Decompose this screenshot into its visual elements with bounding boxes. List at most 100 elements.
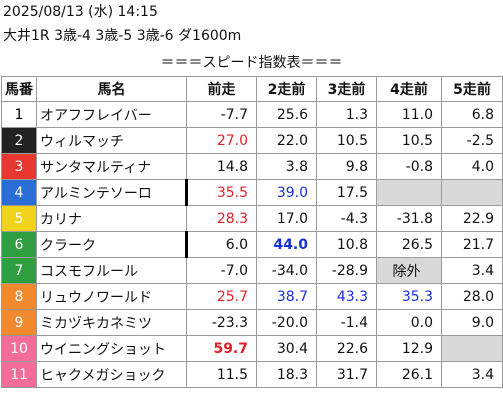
speed-index: -28.9: [316, 257, 377, 284]
horse-number: 7: [1, 257, 37, 284]
speed-index: 10.5: [316, 127, 377, 154]
horse-number: 1: [1, 101, 37, 128]
speed-index: 38.7: [256, 283, 317, 310]
speed-index: -23.3: [186, 309, 257, 336]
column-header: 2走前: [256, 76, 317, 102]
speed-index: -7.7: [186, 101, 257, 128]
horse-name: ヒャクメガショック: [36, 361, 187, 388]
speed-index: 3.4: [441, 257, 503, 284]
speed-index: -2.5: [441, 127, 503, 154]
speed-index: -31.8: [376, 205, 442, 232]
speed-index: -7.0: [186, 257, 257, 284]
speed-index: 3.4: [441, 361, 503, 388]
table-row: 6 クラーク 6.0 44.0 10.8 26.5 21.7: [1, 231, 503, 258]
column-header: 3走前: [316, 76, 377, 102]
speed-index: 21.7: [441, 231, 503, 258]
speed-index: 10.8: [316, 231, 377, 258]
speed-index: 30.4: [256, 335, 317, 362]
speed-index: 35.5: [185, 179, 257, 206]
datetime: 2025/08/13 (水) 14:15: [3, 4, 158, 20]
table-row: 4 アルミンテソーロ 35.5 39.0 17.5: [1, 179, 503, 206]
speed-index: 1.3: [316, 101, 377, 128]
speed-index: 除外: [376, 257, 442, 284]
speed-table: 馬番 馬名 前走 2走前 3走前 4走前 5走前 1 オアフフレイバー -7.7 25.6 1.3 1…: [1, 76, 503, 388]
empty-cell: [441, 335, 503, 362]
speed-index: -34.0: [256, 257, 317, 284]
table-row: 2 ウィルマッチ 27.0 22.0 10.5 10.5 -2.5: [1, 127, 503, 154]
speed-index: 39.0: [256, 179, 317, 206]
horse-number: 10: [1, 335, 37, 362]
table-row: 11 ヒャクメガショック 11.5 18.3 31.7 26.1 3.4: [1, 361, 503, 388]
table-row: 10 ウイニングショット 59.7 30.4 22.6 12.9: [1, 335, 503, 362]
horse-number: 6: [1, 231, 37, 258]
speed-index: 11.0: [376, 101, 442, 128]
table-row: 9 ミカヅキカネミツ -23.3 -20.0 -1.4 0.0 9.0: [1, 309, 503, 336]
race-info: 大井1R 3歳-4 3歳-5 3歳-6 ダ1600m: [3, 28, 242, 44]
horse-number: 11: [1, 361, 37, 388]
table-body: 1 オアフフレイバー -7.7 25.6 1.3 11.0 6.8 2 ウィルマッチ 27.0 22…: [1, 101, 503, 388]
column-header: 馬番: [1, 76, 37, 102]
speed-index: 25.7: [186, 283, 257, 310]
horse-name: カリナ: [36, 205, 187, 232]
speed-index: 27.0: [186, 127, 257, 154]
horse-name: ウィルマッチ: [36, 127, 187, 154]
speed-index: 12.9: [376, 335, 442, 362]
speed-index: 22.9: [441, 205, 503, 232]
speed-index: 9.0: [441, 309, 503, 336]
table-row: 3 サンタマルティナ 14.8 3.8 9.8 -0.8 4.0: [1, 153, 503, 180]
speed-index: 22.0: [256, 127, 317, 154]
speed-index: 9.8: [316, 153, 377, 180]
horse-name: サンタマルティナ: [36, 153, 187, 180]
speed-index: 25.6: [256, 101, 317, 128]
empty-cell: [441, 179, 503, 206]
speed-index: 28.3: [186, 205, 257, 232]
speed-index: 43.3: [316, 283, 377, 310]
speed-index: 44.0: [256, 231, 317, 258]
speed-index: 35.3: [376, 283, 442, 310]
speed-index: -4.3: [316, 205, 377, 232]
horse-name: ミカヅキカネミツ: [36, 309, 187, 336]
horse-number: 5: [1, 205, 37, 232]
horse-name: クラーク: [36, 231, 187, 258]
speed-index: 10.5: [376, 127, 442, 154]
column-header: 前走: [186, 76, 257, 102]
speed-index: 31.7: [316, 361, 377, 388]
horse-number: 4: [1, 179, 37, 206]
speed-index: -20.0: [256, 309, 317, 336]
speed-index: 6.0: [185, 231, 257, 258]
empty-cell: [376, 179, 442, 206]
horse-number: 3: [1, 153, 37, 180]
table-row: 7 コスモフルール -7.0 -34.0 -28.9 除外 3.4: [1, 257, 503, 284]
table-row: 1 オアフフレイバー -7.7 25.6 1.3 11.0 6.8: [1, 101, 503, 128]
column-header: 馬名: [36, 76, 187, 102]
horse-name: オアフフレイバー: [36, 101, 187, 128]
horse-name: ウイニングショット: [36, 335, 187, 362]
speed-index: 6.8: [441, 101, 503, 128]
speed-index: 22.6: [316, 335, 377, 362]
column-header: 4走前: [376, 76, 442, 102]
speed-index: 4.0: [441, 153, 503, 180]
table-row: 8 リュウノワールド 25.7 38.7 43.3 35.3 28.0: [1, 283, 503, 310]
speed-index: 26.5: [376, 231, 442, 258]
horse-number: 9: [1, 309, 37, 336]
horse-name: アルミンテソーロ: [36, 179, 187, 206]
horse-name: コスモフルール: [36, 257, 187, 284]
speed-index: 17.0: [256, 205, 317, 232]
speed-index: 3.8: [256, 153, 317, 180]
speed-index: 28.0: [441, 283, 503, 310]
speed-index: 26.1: [376, 361, 442, 388]
speed-index: 14.8: [186, 153, 257, 180]
horse-number: 8: [1, 283, 37, 310]
speed-index: 17.5: [316, 179, 377, 206]
speed-index: 59.7: [186, 335, 257, 362]
table-row: 5 カリナ 28.3 17.0 -4.3 -31.8 22.9: [1, 205, 503, 232]
horse-number: 2: [1, 127, 37, 154]
speed-index: 0.0: [376, 309, 442, 336]
banner: ＝＝＝スピード指数表＝＝＝: [160, 55, 343, 71]
header-row: 馬番 馬名 前走 2走前 3走前 4走前 5走前: [1, 76, 503, 102]
speed-index: -1.4: [316, 309, 377, 336]
speed-index: -0.8: [376, 153, 442, 180]
horse-name: リュウノワールド: [36, 283, 187, 310]
speed-index: 18.3: [256, 361, 317, 388]
